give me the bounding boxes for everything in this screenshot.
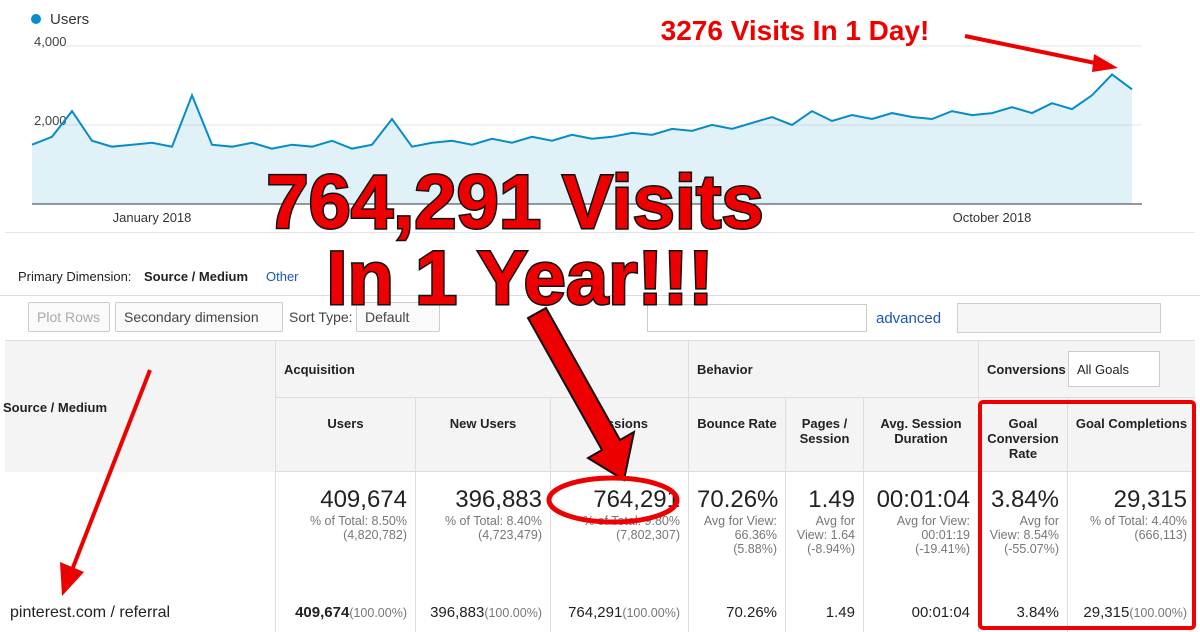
- arrow: [964, 34, 1101, 66]
- row-pct: (100.00%): [1129, 606, 1187, 620]
- total-main: 00:01:04: [876, 486, 970, 513]
- total-sub: (-8.94%): [807, 542, 855, 556]
- total-sub: (5.88%): [733, 542, 777, 556]
- total-main: 29,315: [1113, 486, 1187, 513]
- total-sub: % of Total: 4.40%: [1089, 514, 1187, 528]
- arrow: [526, 306, 636, 482]
- sort-label: Sort Type:: [289, 309, 353, 325]
- column-header: Goal Completions: [1067, 398, 1195, 472]
- totals-cell: 70.26% Avg for View: 66.36% (5.88%): [688, 472, 785, 592]
- primary-label: Primary Dimension:: [18, 269, 132, 284]
- secondary-dimension[interactable]: Secondary dimension: [115, 302, 283, 332]
- row-value: 29,315: [1083, 604, 1130, 621]
- row-value: 396,883: [430, 604, 485, 621]
- row-value: 1.49: [825, 604, 855, 621]
- row-label-bg: [5, 472, 275, 632]
- x-tick-label: October 2018: [953, 210, 1032, 225]
- total-sub: (-19.41%): [915, 542, 970, 556]
- line: [31, 73, 1133, 150]
- x-tick-label: January 2018: [113, 210, 192, 225]
- row-value: 00:01:04: [911, 604, 970, 621]
- highlight-box: [978, 400, 1196, 630]
- row-cell: 764,291(100.00%): [550, 592, 688, 632]
- highlight-ellipse: [546, 475, 680, 525]
- view-toggles[interactable]: [957, 303, 1161, 333]
- search-box[interactable]: [647, 304, 867, 332]
- plot-rows[interactable]: Plot Rows: [28, 302, 110, 332]
- total-main: 396,883: [455, 486, 542, 513]
- total-sub: (-55.07%): [1004, 542, 1059, 556]
- row-cell: 3.84%: [978, 592, 1067, 632]
- other-link[interactable]: Other: [266, 269, 299, 284]
- row-cell: 1.49: [785, 592, 863, 632]
- totals-cell: 764,291% of Total: 9.80% (7,802,307): [550, 472, 688, 592]
- total-sub: % of Total: 8.50%: [309, 514, 407, 528]
- row-value: 70.26%: [726, 604, 777, 621]
- totals-cell: 29,315% of Total: 4.40% (666,113): [1067, 472, 1195, 592]
- totals-cell: 00:01:04 Avg for View: 00:01:19 (-19.41%): [863, 472, 978, 592]
- headline: 764,291 Visits: [266, 160, 763, 245]
- row-pct: (100.00%): [484, 606, 542, 620]
- totals-cell: 1.49 Avg for View: 1.64 (-8.94%): [785, 472, 863, 592]
- total-sub: Avg for View: 8.54%: [989, 514, 1059, 542]
- group-header: Behavior: [688, 340, 978, 398]
- total-main: 70.26%: [697, 486, 779, 513]
- row-value: 3.84%: [1016, 604, 1059, 621]
- goals-select: All Goals: [1068, 351, 1160, 387]
- total-sub: (4,820,782): [343, 528, 407, 542]
- peak-annotation: 3276 Visits In 1 Day!: [661, 15, 930, 46]
- row-value: 409,674: [295, 604, 350, 621]
- column-header: New Users: [415, 398, 550, 472]
- column-header: Bounce Rate: [688, 398, 785, 472]
- group-header: Conversions: [978, 340, 1195, 398]
- total-sub: Avg for View: 1.64: [796, 514, 855, 542]
- total-sub: Avg for View: 66.36%: [703, 514, 777, 542]
- total-main: 1.49: [808, 486, 855, 513]
- legend-swatch: [31, 14, 41, 24]
- row-label: pinterest.com / referral: [10, 604, 171, 621]
- row-cell: 409,674(100.00%): [275, 592, 415, 632]
- line-area: [32, 74, 1132, 204]
- group-header: Acquisition: [275, 340, 688, 398]
- headline: In 1 Year!!!: [326, 236, 713, 321]
- arrow: [70, 369, 152, 571]
- row-cell: 70.26%: [688, 592, 785, 632]
- total-sub: (7,802,307): [616, 528, 680, 542]
- dim-header: Source / Medium: [3, 400, 108, 415]
- row-pct: (100.00%): [622, 606, 680, 620]
- total-sub: (4,723,479): [478, 528, 542, 542]
- row-cell: 396,883(100.00%): [415, 592, 550, 632]
- row-cell: 00:01:04: [863, 592, 978, 632]
- totals-cell: 3.84% Avg for View: 8.54% (-55.07%): [978, 472, 1067, 592]
- column-header: Pages / Session: [785, 398, 863, 472]
- total-sub: (666,113): [1134, 528, 1187, 542]
- total-sub: % of Total: 8.40%: [444, 514, 542, 528]
- total-main: 409,674: [320, 486, 407, 513]
- totals-cell: 409,674% of Total: 8.50% (4,820,782): [275, 472, 415, 592]
- row-pct: (100.00%): [349, 606, 407, 620]
- arrow-head: [1092, 54, 1118, 72]
- totals-cell: 396,883% of Total: 8.40% (4,723,479): [415, 472, 550, 592]
- column-header: Goal Conversion Rate: [978, 398, 1067, 472]
- y-tick-label: 2,000: [34, 113, 67, 128]
- total-main: 3.84%: [990, 486, 1059, 513]
- total-sub: Avg for View: 00:01:19: [896, 514, 970, 542]
- row-cell: 29,315(100.00%): [1067, 592, 1195, 632]
- row-value: 764,291: [568, 604, 623, 621]
- column-header: Users: [275, 398, 415, 472]
- y-tick-label: 4,000: [34, 34, 67, 49]
- total-main: 764,291: [593, 486, 680, 513]
- arrow-head: [60, 562, 84, 596]
- column-header: Avg. Session Duration: [863, 398, 978, 472]
- sort-select[interactable]: Default: [356, 302, 440, 332]
- dimension-bar: Primary Dimension: Source / Medium Other: [0, 255, 1200, 296]
- advanced-link[interactable]: advanced: [876, 310, 942, 327]
- chart-panel: [5, 0, 1195, 233]
- legend-label: Users: [50, 11, 89, 28]
- primary-dimension[interactable]: Source / Medium: [144, 269, 249, 284]
